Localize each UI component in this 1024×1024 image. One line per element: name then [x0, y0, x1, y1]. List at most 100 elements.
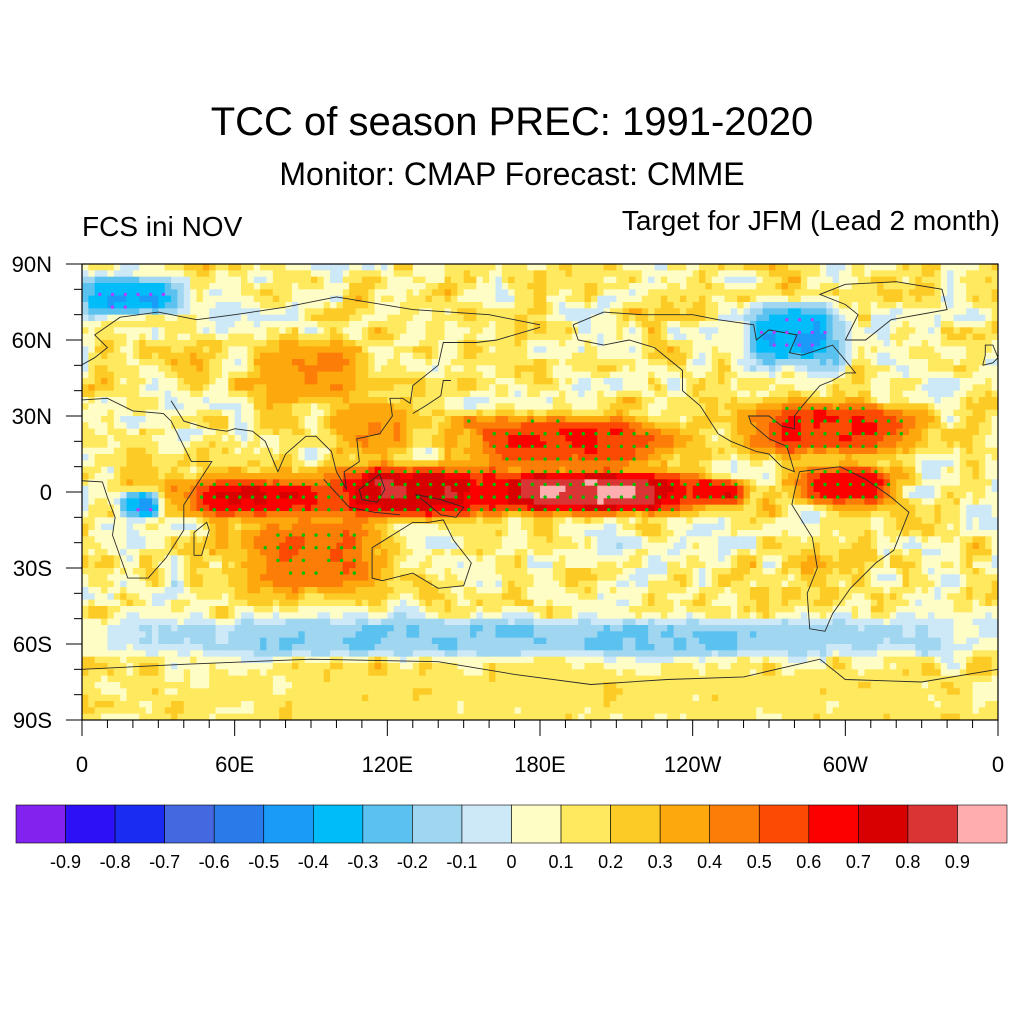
field-cell [896, 403, 904, 411]
field-cell [934, 359, 942, 366]
field-cell [323, 264, 331, 271]
field-cell [489, 359, 497, 366]
field-cell [991, 321, 998, 328]
field-cell [120, 321, 128, 328]
field-cell [622, 422, 630, 430]
field-cell [183, 397, 191, 404]
field-cell [724, 447, 732, 455]
field-cell [724, 435, 732, 442]
field-cell [253, 428, 261, 436]
field-cell [622, 270, 630, 278]
field-cell [775, 365, 783, 373]
field-cell [546, 359, 554, 366]
field-cell [845, 308, 853, 316]
field-cell [934, 454, 942, 461]
field-cell [171, 390, 179, 398]
field-cell [769, 473, 776, 480]
field-cell [126, 359, 134, 366]
field-cell [851, 435, 859, 442]
field-cell [380, 378, 388, 385]
field-cell [838, 340, 846, 347]
field-cell [730, 276, 738, 284]
field-cell [113, 384, 121, 392]
field-cell [355, 447, 363, 455]
field-cell [533, 359, 541, 366]
field-cell [959, 447, 967, 455]
field-cell [336, 340, 344, 347]
field-cell [368, 359, 376, 366]
field-cell [190, 365, 198, 373]
field-cell [234, 289, 242, 297]
field-cell [476, 276, 484, 284]
field-cell [883, 409, 891, 417]
field-cell [145, 289, 153, 297]
field-cell [775, 422, 783, 430]
field-cell [559, 365, 567, 373]
field-cell [317, 441, 325, 449]
field-cell [336, 289, 344, 297]
field-cell [679, 390, 687, 398]
field-cell [546, 384, 554, 392]
field-cell [749, 403, 757, 411]
field-cell [266, 314, 274, 322]
field-cell [978, 295, 986, 303]
field-cell [190, 359, 198, 366]
field-cell [597, 276, 605, 284]
field-cell [234, 479, 242, 487]
field-cell [972, 454, 980, 461]
field-cell [164, 302, 172, 309]
field-cell [279, 403, 287, 411]
field-cell [234, 352, 242, 360]
field-cell [412, 321, 420, 328]
field-cell [851, 441, 859, 449]
field-cell [559, 416, 567, 423]
field-cell [444, 390, 452, 398]
field-cell [692, 289, 700, 297]
field-cell [94, 447, 102, 455]
field-cell [311, 428, 318, 436]
field-cell [247, 333, 255, 341]
field-cell [215, 473, 223, 480]
field-cell [552, 340, 560, 347]
field-cell [635, 403, 643, 411]
field-cell [590, 447, 598, 455]
field-cell [622, 340, 630, 347]
field-cell [667, 416, 675, 423]
field-cell [902, 289, 910, 297]
field-cell [196, 435, 204, 442]
field-cell [164, 283, 172, 290]
field-cell [883, 447, 891, 455]
field-cell [559, 371, 567, 379]
field-cell [508, 302, 516, 309]
field-cell [209, 270, 217, 278]
field-cell [928, 314, 935, 322]
field-cell [699, 302, 706, 309]
field-cell [959, 321, 967, 328]
field-cell [190, 276, 198, 284]
field-cell [323, 371, 331, 379]
field-cell [908, 352, 916, 360]
field-cell [304, 276, 312, 284]
field-cell [279, 352, 287, 360]
field-cell [438, 295, 446, 303]
field-cell [323, 302, 331, 309]
field-cell [374, 397, 382, 404]
field-cell [88, 416, 96, 423]
field-cell [673, 270, 681, 278]
field-cell [514, 321, 522, 328]
field-cell [800, 473, 808, 480]
field-cell [635, 289, 643, 297]
field-cell [285, 283, 293, 290]
field-cell [438, 359, 446, 366]
field-cell [635, 479, 643, 487]
field-cell [527, 422, 535, 430]
field-cell [196, 283, 204, 290]
field-cell [349, 321, 357, 328]
field-cell [546, 428, 554, 436]
field-cell [756, 422, 764, 430]
field-cell [482, 295, 490, 303]
field-cell [718, 473, 726, 480]
field-cell [266, 428, 274, 436]
field-cell [699, 447, 706, 455]
field-cell [489, 308, 497, 316]
